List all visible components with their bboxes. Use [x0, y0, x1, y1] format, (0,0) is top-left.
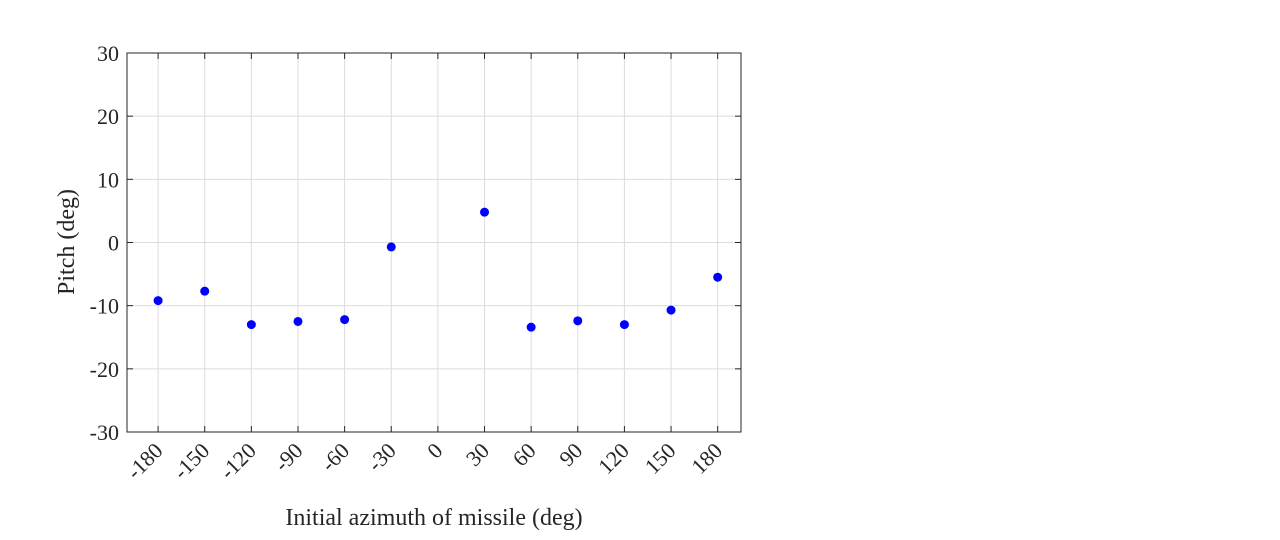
- x-tick-label: -120: [215, 438, 261, 484]
- x-tick-label: 0: [422, 438, 447, 463]
- data-point: [713, 272, 723, 282]
- data-point: [573, 316, 583, 326]
- y-tick-label: -30: [90, 420, 119, 445]
- x-tick-labels: -180 -150 -120 -90 -60 -30 0 30 60 90 120 150 180: [121, 438, 727, 484]
- data-point: [480, 207, 490, 217]
- axis-ticks: [127, 52, 741, 433]
- y-tick-label: -20: [90, 357, 119, 382]
- x-tick-label: 60: [507, 438, 540, 471]
- x-tick-label: 30: [461, 438, 494, 471]
- data-point: [619, 320, 629, 330]
- x-tick-label: 150: [640, 438, 681, 479]
- x-tick-label: -60: [316, 438, 354, 476]
- data-point: [246, 320, 256, 330]
- grid-lines: [127, 52, 741, 433]
- y-tick-labels: -30 -20 -10 0 10 20 30: [90, 41, 119, 445]
- data-points: [153, 207, 723, 332]
- data-point: [200, 286, 210, 296]
- x-tick-label: 90: [554, 438, 587, 471]
- y-tick-label: 10: [97, 167, 119, 192]
- y-tick-label: 20: [97, 104, 119, 129]
- data-point: [293, 316, 303, 326]
- data-point: [340, 315, 350, 325]
- x-tick-label: -30: [362, 438, 400, 476]
- y-tick-label: 30: [97, 41, 119, 66]
- x-tick-label: 120: [593, 438, 634, 479]
- x-tick-label: -90: [269, 438, 307, 476]
- data-point: [526, 322, 536, 332]
- x-axis-label: Initial azimuth of missile (deg): [285, 505, 582, 531]
- x-tick-label: -180: [121, 438, 167, 484]
- x-tick-label: 180: [686, 438, 727, 479]
- data-point: [153, 296, 163, 306]
- data-point: [386, 242, 396, 252]
- y-tick-label: -10: [90, 294, 119, 319]
- x-tick-label: -150: [168, 438, 214, 484]
- data-point: [666, 305, 676, 315]
- y-axis-label: Pitch (deg): [54, 189, 80, 295]
- y-tick-label: 0: [108, 231, 119, 256]
